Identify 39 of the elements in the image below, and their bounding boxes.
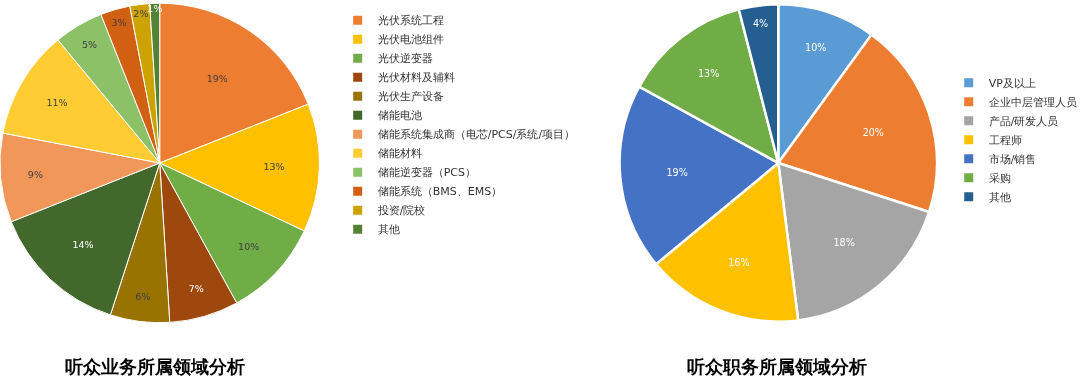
data-label: 14% [72,239,94,251]
text: 听众职务所属领域分析 [687,356,867,377]
data-label: 2% [133,8,149,20]
data-label: 9% [27,169,43,181]
legend-label: VP及以上 [988,77,1036,91]
legend-label: 工程师 [988,134,1022,148]
legend-label: 光伏材料及辅料 [377,71,455,85]
data-label: 6% [135,290,151,302]
legend-label: 储能系统集成商（电芯/PCS/系统/项目） [377,128,576,142]
data-label: 3% [111,17,127,29]
legend-label: 光伏电池组件 [377,33,444,47]
data-label: 10% [805,42,827,54]
legend-label: 储能材料 [377,147,422,161]
data-label: 11% [46,96,68,108]
legend-label: 储能系统（BMS、EMS） [377,185,503,199]
legend-label: 其他 [377,223,400,237]
legend-label: 储能电池 [377,109,422,123]
legend-label: 光伏系统工程 [377,14,444,28]
data-label: 13% [263,161,285,173]
legend-label: 产品/研发人员 [988,115,1059,129]
data-label: 7% [188,283,204,295]
legend-label: 投资/院校 [376,204,426,218]
data-label: 5% [81,38,97,50]
legend-label: 光伏生产设备 [377,90,444,104]
data-label: 19% [206,72,228,84]
legend-label: 采购 [988,172,1011,186]
legend-label: 光伏逆变器 [377,52,433,66]
data-label: 20% [862,126,884,138]
legend-label: 储能逆变器（PCS） [377,166,476,180]
legend-label: 市场/销售 [988,153,1037,167]
data-label: 16% [728,256,750,268]
data-label: 10% [238,241,260,252]
text: 听众业务所属领域分析 [65,356,245,377]
data-label: 4% [752,17,769,29]
data-label: 18% [833,237,855,248]
data-label: 19% [666,166,688,178]
data-label: 13% [698,67,720,79]
legend-label: 企业中层管理人员 [988,96,1077,110]
legend-label: 其他 [988,191,1011,205]
